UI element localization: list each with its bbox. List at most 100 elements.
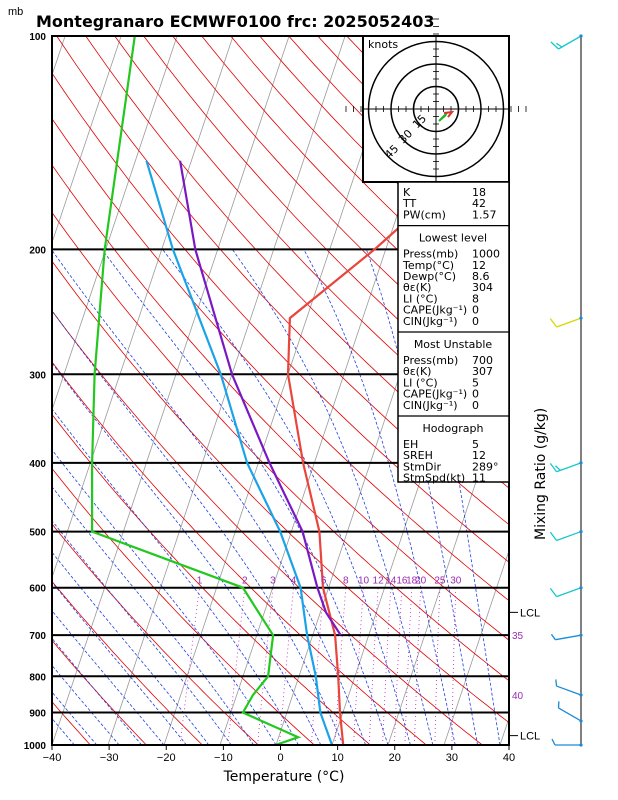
lowest-level-value: 304	[472, 281, 493, 294]
y-tick-label: 1000	[24, 741, 47, 752]
hodograph-box-value: 5	[472, 438, 479, 451]
wind-barb-dot	[579, 529, 583, 534]
moist-adiabat	[52, 486, 254, 745]
hodograph-box-header: Hodograph	[423, 422, 484, 435]
x-tick-label: 10	[332, 752, 344, 764]
moist-adiabat	[52, 664, 120, 745]
wind-barb-shaft	[556, 462, 582, 473]
isotherm	[0, 36, 9, 745]
y-tick-label: 600	[29, 584, 46, 595]
mixing-ratio-label: 25	[434, 576, 446, 587]
wind-barb-flag	[550, 633, 556, 641]
dry-adiabat	[52, 639, 147, 745]
lcl-markers: LCL LCL	[510, 607, 540, 743]
wind-barb-dot	[579, 461, 583, 465]
moist-adiabat	[52, 408, 299, 745]
wind-barb-flag	[550, 41, 559, 50]
lowest-level-value: 1000	[472, 248, 500, 261]
wind-barb-dot	[579, 719, 583, 723]
lowest-level-label: CAPE(Jkg⁻¹)	[403, 304, 467, 317]
index-value: 42	[472, 197, 486, 210]
profiles	[90, 36, 509, 745]
most-unstable-label: CAPE(Jkg⁻¹)	[403, 388, 467, 401]
lowest-level-value: 8.6	[472, 270, 490, 283]
profile-dewpoint	[145, 160, 334, 745]
wind-barb-flag	[555, 465, 561, 471]
lowest-level-label: Press(mb)	[403, 248, 458, 261]
mixing-ratio-label: 6	[321, 576, 327, 587]
wind-barb-shaft	[555, 634, 582, 641]
moist-adiabat	[52, 551, 210, 745]
lowest-level-label: θε(K)	[403, 281, 431, 294]
x-tick-label: 30	[446, 752, 458, 764]
mixing-ratio-label: 2	[242, 576, 248, 587]
dry-adiabat	[52, 467, 315, 745]
lcl-label: LCL	[520, 731, 540, 743]
lowest-level-label: CIN(Jkg⁻¹)	[403, 315, 458, 328]
wind-barb-dot	[579, 743, 583, 747]
lcl-label: LCL	[520, 607, 540, 619]
theta-e-label: 35	[512, 631, 524, 642]
moist-adiabat	[101, 249, 389, 745]
isotherm	[52, 36, 122, 244]
hodograph-trace-lower	[438, 112, 448, 122]
most-unstable-header: Most Unstable	[414, 338, 493, 351]
lowest-level-label: LI (°C)	[403, 292, 438, 305]
index-value: 1.57	[472, 208, 497, 221]
most-unstable-label: Press(mb)	[403, 354, 458, 367]
mixing-ratio-label: 1	[197, 576, 203, 587]
lowest-level-value: 0	[472, 315, 479, 328]
mixing-ratio-line	[279, 587, 294, 745]
wind-barb-flag	[549, 531, 558, 541]
dry-adiabat	[52, 413, 371, 745]
most-unstable-value: 0	[472, 388, 479, 401]
hodograph-box-label: StmSpd(kt)	[403, 472, 465, 485]
lowest-level-label: Dewp(°C)	[403, 270, 456, 283]
profile-relative-humidity	[90, 36, 302, 745]
wind-barb-dot	[579, 316, 583, 320]
wind-barb-dot	[579, 34, 583, 38]
dry-adiabat	[52, 361, 427, 745]
x-tick-label: −30	[100, 752, 119, 764]
theta-e-label: 40	[512, 691, 524, 702]
dry-adiabat	[52, 260, 509, 724]
dry-adiabat	[85, 36, 509, 489]
most-unstable-label: θε(K)	[403, 365, 431, 378]
indices-panel: K 18 TT 42 PW(cm) 1.57 Lowest level Press(mb) 10…	[397, 181, 510, 485]
wind-barb-dot	[579, 633, 583, 637]
moist-adiabat	[52, 744, 53, 745]
dry-adiabat	[52, 72, 509, 563]
most-unstable-value: 5	[472, 376, 479, 389]
moist-adiabat	[52, 581, 187, 745]
isotherm	[163, 36, 402, 745]
hodograph-box-label: StmDir	[403, 460, 442, 473]
wind-barb-flag	[549, 318, 558, 328]
index-label: PW(cm)	[403, 208, 446, 221]
isotherm	[52, 36, 178, 412]
wind-barb-dot	[579, 693, 583, 697]
moist-adiabat	[52, 362, 322, 745]
profile-parcel	[179, 160, 342, 636]
y-tick-label: 700	[29, 631, 46, 642]
most-unstable-label: LI (°C)	[403, 376, 438, 389]
most-unstable-value: 0	[472, 399, 479, 412]
wind-barb-flag	[549, 587, 558, 597]
background-lines	[0, 36, 509, 745]
y-tick-label: 800	[29, 672, 46, 683]
mixing-ratio-label: 18	[406, 576, 418, 587]
wind-barb-shaft	[556, 530, 582, 542]
most-unstable-value: 700	[472, 354, 493, 367]
moist-adiabat	[52, 610, 165, 745]
dry-adiabat	[52, 523, 259, 745]
moist-adiabat	[52, 691, 98, 745]
lowest-level-value: 0	[472, 304, 479, 317]
dry-adiabat	[56, 36, 509, 526]
theta-e-labels: 35 40	[512, 631, 524, 702]
chart-title: Montegranaro ECMWF0100 frc: 2025052403	[36, 12, 435, 31]
wind-barb-flag	[555, 679, 558, 687]
lowest-level-value: 12	[472, 259, 486, 272]
y-tick-label: 300	[29, 370, 46, 381]
mixing-ratio-label: 4	[291, 576, 297, 587]
